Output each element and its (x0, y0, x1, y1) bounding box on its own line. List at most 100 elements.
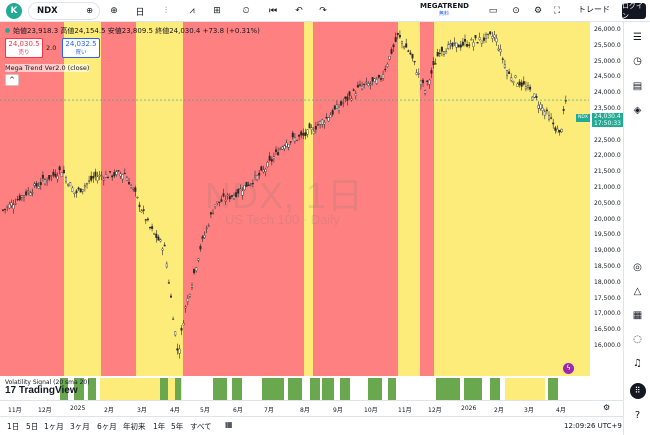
interval-button[interactable]: 日 (135, 7, 145, 18)
time-tick-label: 2月 (104, 407, 114, 414)
indicator-legend[interactable]: Mega Trend Ver2.0 (close) (5, 64, 90, 72)
range-button[interactable]: 5日 (26, 422, 39, 431)
range-button[interactable]: 1日 (7, 422, 20, 431)
layout-icon[interactable]: ▭ (488, 6, 498, 16)
candle-body (100, 175, 103, 177)
login-button[interactable]: ログイン (622, 2, 646, 20)
range-button[interactable]: 6ヶ月 (97, 422, 117, 431)
candle-body (323, 122, 326, 125)
quick-search-icon[interactable]: ⊙ (512, 6, 520, 16)
chart-area[interactable]: NDX, 1日 US Tech 100 · Daily 始値23,918.3 高… (0, 22, 589, 376)
candle-body (197, 258, 200, 261)
templates-icon[interactable]: ⊞ (213, 6, 221, 16)
candle-body (176, 348, 179, 351)
candle-body (218, 201, 221, 203)
axis-settings-icon[interactable]: ⚙ (603, 403, 611, 412)
candle-body (409, 52, 412, 55)
range-button[interactable]: 3ヶ月 (70, 422, 90, 431)
broadcast-icon[interactable]: ◌ (633, 333, 642, 345)
price-tick-label: 24,000.0 (594, 89, 621, 97)
candle-body (558, 130, 561, 133)
candle-body (413, 60, 416, 63)
candle-body (20, 195, 23, 198)
candle-body (438, 52, 441, 55)
sell-button[interactable]: 24,030.5 売り (5, 38, 43, 58)
indicators-icon[interactable]: ⩘ (189, 6, 195, 16)
triangle-icon[interactable]: △ (633, 285, 642, 297)
candle-body (29, 192, 32, 196)
buy-button[interactable]: 24,032.5 買い (62, 38, 100, 58)
range-button[interactable]: 年初来 (123, 422, 146, 431)
time-axis[interactable]: 11月 12月 2025 2月 3月 4月 5月 6月 7月 8月 9月 10月 11月 12月 2026 2… (0, 400, 623, 416)
candle-body (335, 104, 338, 109)
redo-icon[interactable]: ↷ (319, 6, 327, 16)
candle-body (155, 233, 158, 238)
candle-body (390, 49, 393, 54)
candle-body (184, 306, 187, 309)
candle-body (308, 123, 311, 129)
candle-body (127, 182, 130, 185)
volatility-bar (74, 378, 84, 400)
candle-body (325, 117, 328, 119)
add-symbol-icon[interactable]: ⊕ (110, 6, 118, 16)
regime-band (64, 22, 101, 376)
help-icon[interactable]: ? (634, 409, 641, 421)
indicator-title[interactable]: MEGATREND 無料 (420, 2, 469, 17)
candle-body (537, 105, 540, 109)
range-button[interactable]: 5年 (171, 422, 184, 431)
candle-body (235, 192, 238, 197)
date-range-icon[interactable]: ▦ (225, 420, 233, 429)
clock[interactable]: 12:09:26 UTC+9 (564, 422, 622, 430)
calendar-icon[interactable]: ▤ (632, 80, 643, 92)
apps-grid-icon[interactable]: ⠿ (624, 382, 650, 400)
candle-body (163, 244, 166, 247)
collapse-legend-button[interactable]: ^ (5, 74, 19, 86)
range-button[interactable]: すべて (190, 422, 212, 431)
lightning-icon[interactable]: ϟ (563, 363, 574, 374)
candle-body (94, 171, 97, 177)
alert-clock-icon[interactable]: ◷ (633, 55, 642, 67)
candle-body (75, 190, 78, 194)
candle-body (169, 295, 172, 298)
price-tick-label: 18,500.0 (594, 263, 621, 270)
candle-body (58, 166, 61, 171)
settings-icon[interactable]: ⚙ (533, 6, 543, 16)
price-tick-label: 24,500.0 (594, 73, 621, 81)
watchlist-icon[interactable]: ☰ (633, 31, 642, 43)
notification-icon[interactable]: ♫ (633, 357, 642, 369)
time-tick-label: 4月 (556, 407, 566, 414)
profile-logo[interactable]: K (6, 3, 22, 19)
price-axis[interactable]: 26,000.0 25,500.0 25,000.0 24,500.0 24,000.0… (576, 22, 624, 376)
layers-icon[interactable]: ◈ (633, 104, 642, 116)
volatility-panel[interactable]: Volatility Signal (20 sma 20) 17 Trading… (0, 376, 589, 400)
range-button[interactable]: 1年 (153, 422, 166, 431)
candle-body (186, 298, 189, 302)
candle-body (430, 70, 433, 74)
candle-body (69, 182, 72, 187)
symbol-search[interactable]: NDX ⊕ (28, 2, 100, 20)
candle-body (300, 131, 303, 136)
range-button[interactable]: 1ヶ月 (44, 422, 64, 431)
candle-body (333, 105, 336, 110)
calendar-grid-icon[interactable]: ▦ (632, 309, 643, 321)
bar-style-icon[interactable]: ⫶ (164, 6, 168, 16)
price-tick-label: 25,500.0 (594, 41, 621, 49)
candle-body (272, 156, 275, 159)
candle-body (478, 37, 481, 41)
candle-body (46, 180, 49, 183)
alert-icon[interactable]: ⏲ (242, 6, 250, 16)
volatility-label: Volatility Signal (20 sma 20) (5, 379, 90, 386)
candle-body (228, 196, 231, 200)
replay-icon[interactable]: ⏮ (268, 6, 278, 16)
undo-icon[interactable]: ↶ (295, 6, 303, 16)
time-tick-label: 11月 (398, 407, 412, 414)
volatility-bar (213, 378, 227, 400)
candle-body (514, 75, 517, 78)
target-icon[interactable]: ◎ (633, 261, 642, 273)
trade-button[interactable]: トレード (578, 5, 610, 14)
candle-body (314, 126, 317, 130)
price-tick-label: 20,000.0 (594, 215, 621, 223)
volatility-bar (88, 378, 96, 400)
candle-body (60, 172, 63, 177)
fullscreen-icon[interactable]: ⛶ (553, 6, 561, 16)
